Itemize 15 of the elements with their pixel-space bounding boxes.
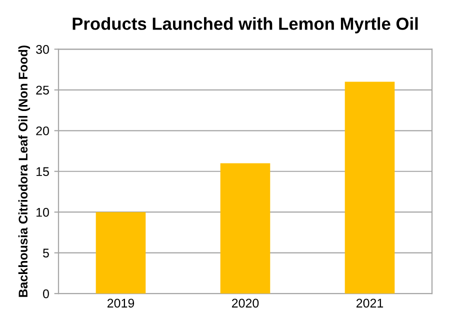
- bar: [96, 212, 146, 294]
- x-tick-label: 2019: [107, 298, 134, 308]
- y-tick-label: 10: [36, 208, 49, 217]
- y-tick-label: 20: [36, 126, 49, 136]
- bar: [344, 82, 395, 294]
- y-tick-label: 30: [36, 45, 49, 54]
- bar: [220, 163, 270, 294]
- y-tick-label: 15: [36, 167, 49, 176]
- y-tick-label: 25: [36, 86, 49, 95]
- x-tick-label: 2021: [356, 298, 384, 308]
- y-axis-title: Backhousia Citriodora Leaf Oil (Non Food): [18, 46, 30, 297]
- chart-title: Products Launched with Lemon Myrtle Oil: [72, 17, 418, 34]
- y-tick-label: 5: [43, 248, 49, 258]
- x-tick-label: 2020: [232, 298, 259, 308]
- y-tick-label: 0: [43, 289, 49, 298]
